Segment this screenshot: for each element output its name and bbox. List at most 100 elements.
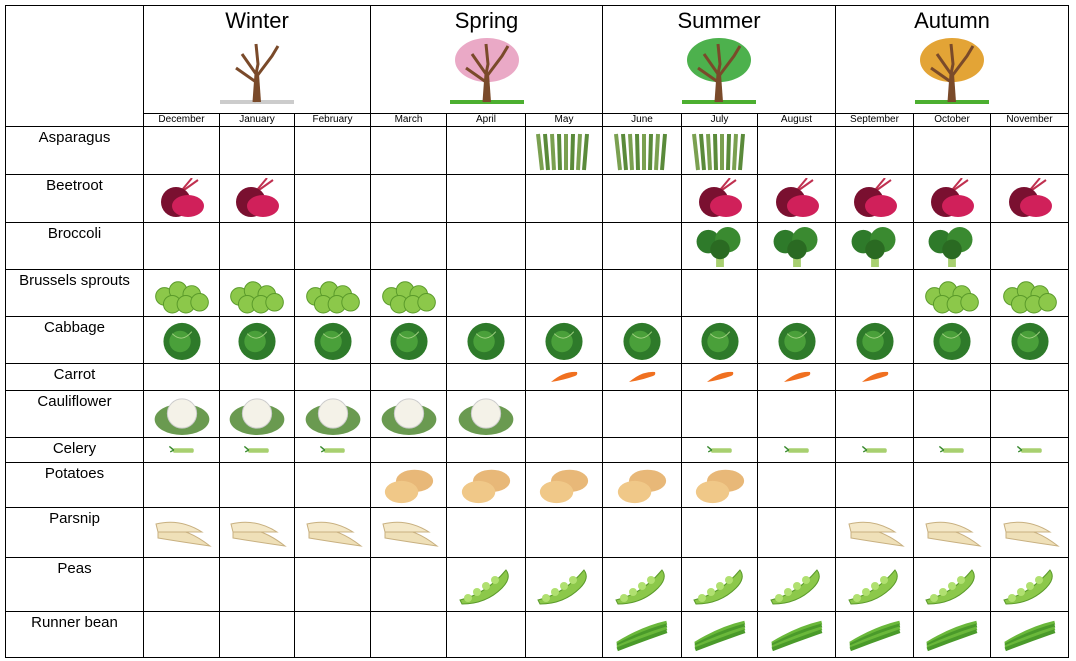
carrot-icon bbox=[758, 367, 835, 388]
table-row: Cauliflower bbox=[5, 390, 1069, 438]
runner-bean-icon bbox=[991, 615, 1068, 655]
asparagus-icon bbox=[603, 130, 681, 172]
month-cell bbox=[835, 316, 914, 364]
month-header: February bbox=[294, 113, 371, 127]
month-cell bbox=[294, 462, 371, 508]
month-cell bbox=[757, 462, 836, 508]
brussels-sprouts-icon bbox=[371, 273, 446, 314]
table-row: Potatoes bbox=[5, 462, 1069, 508]
month-cell bbox=[681, 126, 758, 175]
month-cell bbox=[757, 390, 836, 438]
month-cell bbox=[757, 222, 836, 270]
celery-icon bbox=[295, 441, 370, 460]
peas-icon bbox=[447, 564, 525, 606]
month-cell bbox=[990, 316, 1069, 364]
beetroot-icon bbox=[991, 177, 1068, 220]
month-cell bbox=[219, 269, 295, 317]
month-cell bbox=[602, 174, 682, 223]
month-cell bbox=[219, 316, 295, 364]
cabbage-icon bbox=[991, 320, 1068, 361]
month-cell bbox=[143, 222, 220, 270]
corner-cell bbox=[5, 5, 144, 127]
celery-icon bbox=[144, 441, 219, 460]
tree-icon bbox=[371, 34, 602, 106]
month-cell bbox=[219, 390, 295, 438]
asparagus-icon bbox=[526, 130, 602, 172]
month-cell bbox=[990, 269, 1069, 317]
month-cell bbox=[681, 222, 758, 270]
month-cell bbox=[143, 462, 220, 508]
month-cell bbox=[370, 363, 447, 391]
month-header: March bbox=[370, 113, 447, 127]
month-header: May bbox=[525, 113, 603, 127]
month-cell bbox=[681, 437, 758, 463]
tree-icon bbox=[603, 34, 835, 106]
season-header-winter: Winter bbox=[143, 5, 371, 114]
month-cell bbox=[602, 269, 682, 317]
month-cell bbox=[990, 126, 1069, 175]
month-cell bbox=[446, 611, 526, 658]
brussels-sprouts-icon bbox=[914, 273, 990, 314]
season-title: Autumn bbox=[914, 8, 990, 33]
broccoli-icon bbox=[914, 226, 990, 267]
month-cell bbox=[294, 611, 371, 658]
table-row: Runner bean bbox=[5, 611, 1069, 658]
month-cell bbox=[913, 363, 991, 391]
month-cell bbox=[525, 462, 603, 508]
month-cell bbox=[219, 557, 295, 612]
month-cell bbox=[370, 437, 447, 463]
cabbage-icon bbox=[836, 320, 913, 361]
carrot-icon bbox=[603, 367, 681, 388]
cabbage-icon bbox=[447, 320, 525, 361]
broccoli-icon bbox=[836, 226, 913, 267]
month-cell bbox=[602, 557, 682, 612]
month-cell bbox=[913, 222, 991, 270]
vegetable-name: Brussels sprouts bbox=[5, 269, 144, 317]
month-cell bbox=[446, 437, 526, 463]
carrot-icon bbox=[836, 367, 913, 388]
month-cell bbox=[446, 126, 526, 175]
peas-icon bbox=[836, 564, 913, 606]
potatoes-icon bbox=[682, 466, 757, 505]
cauliflower-icon bbox=[144, 394, 219, 435]
month-cell bbox=[294, 269, 371, 317]
month-cell bbox=[446, 557, 526, 612]
month-cell bbox=[294, 507, 371, 558]
month-cell bbox=[525, 611, 603, 658]
table-row: Cabbage bbox=[5, 316, 1069, 364]
celery-icon bbox=[836, 441, 913, 460]
month-cell bbox=[757, 126, 836, 175]
month-cell bbox=[294, 363, 371, 391]
month-cell bbox=[370, 611, 447, 658]
month-cell bbox=[294, 316, 371, 364]
cauliflower-icon bbox=[371, 394, 446, 435]
month-cell bbox=[681, 174, 758, 223]
month-cell bbox=[602, 437, 682, 463]
month-header: December bbox=[143, 113, 220, 127]
month-cell bbox=[913, 437, 991, 463]
month-cell bbox=[143, 269, 220, 317]
month-cell bbox=[143, 363, 220, 391]
month-cell bbox=[681, 363, 758, 391]
carrot-icon bbox=[682, 367, 757, 388]
month-cell bbox=[602, 390, 682, 438]
peas-icon bbox=[682, 564, 757, 606]
month-cell bbox=[525, 557, 603, 612]
peas-icon bbox=[991, 564, 1068, 606]
cabbage-icon bbox=[371, 320, 446, 361]
table-row: Beetroot bbox=[5, 174, 1069, 223]
month-cell bbox=[602, 462, 682, 508]
season-header-spring: Spring bbox=[370, 5, 603, 114]
beetroot-icon bbox=[220, 177, 294, 220]
month-cell bbox=[370, 507, 447, 558]
month-cell bbox=[370, 557, 447, 612]
parsnip-icon bbox=[295, 512, 370, 554]
month-cell bbox=[219, 222, 295, 270]
month-cell bbox=[913, 316, 991, 364]
peas-icon bbox=[603, 564, 681, 606]
month-cell bbox=[913, 507, 991, 558]
month-header: September bbox=[835, 113, 914, 127]
month-cell bbox=[990, 437, 1069, 463]
asparagus-icon bbox=[682, 130, 757, 172]
season-header-autumn: Autumn bbox=[835, 5, 1069, 114]
